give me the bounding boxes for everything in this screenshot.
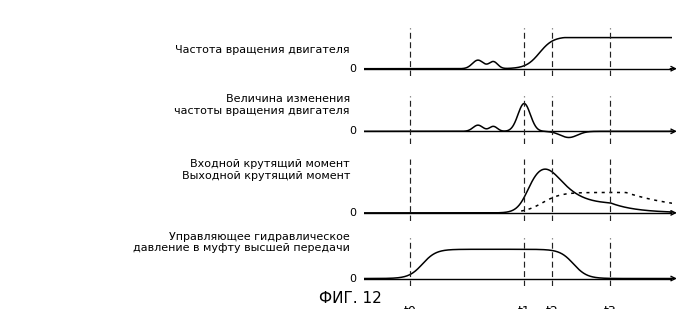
Text: 0: 0	[349, 64, 356, 74]
Text: t1: t1	[518, 305, 531, 309]
Text: t2: t2	[545, 305, 559, 309]
Text: t3: t3	[604, 305, 617, 309]
Text: Управляющее гидравлическое
давление в муфту высшей передачи: Управляющее гидравлическое давление в му…	[133, 232, 350, 253]
Text: Величина изменения
частоты вращения двигателя: Величина изменения частоты вращения двиг…	[174, 94, 350, 116]
Text: Частота вращения двигателя: Частота вращения двигателя	[176, 45, 350, 55]
Text: 0: 0	[349, 273, 356, 284]
Text: 0: 0	[349, 126, 356, 136]
Text: Входной крутящий момент
Выходной крутящий момент: Входной крутящий момент Выходной крутящи…	[181, 159, 350, 181]
Text: ФИГ. 12: ФИГ. 12	[318, 291, 382, 306]
Text: t0: t0	[404, 305, 416, 309]
Text: 0: 0	[349, 208, 356, 218]
